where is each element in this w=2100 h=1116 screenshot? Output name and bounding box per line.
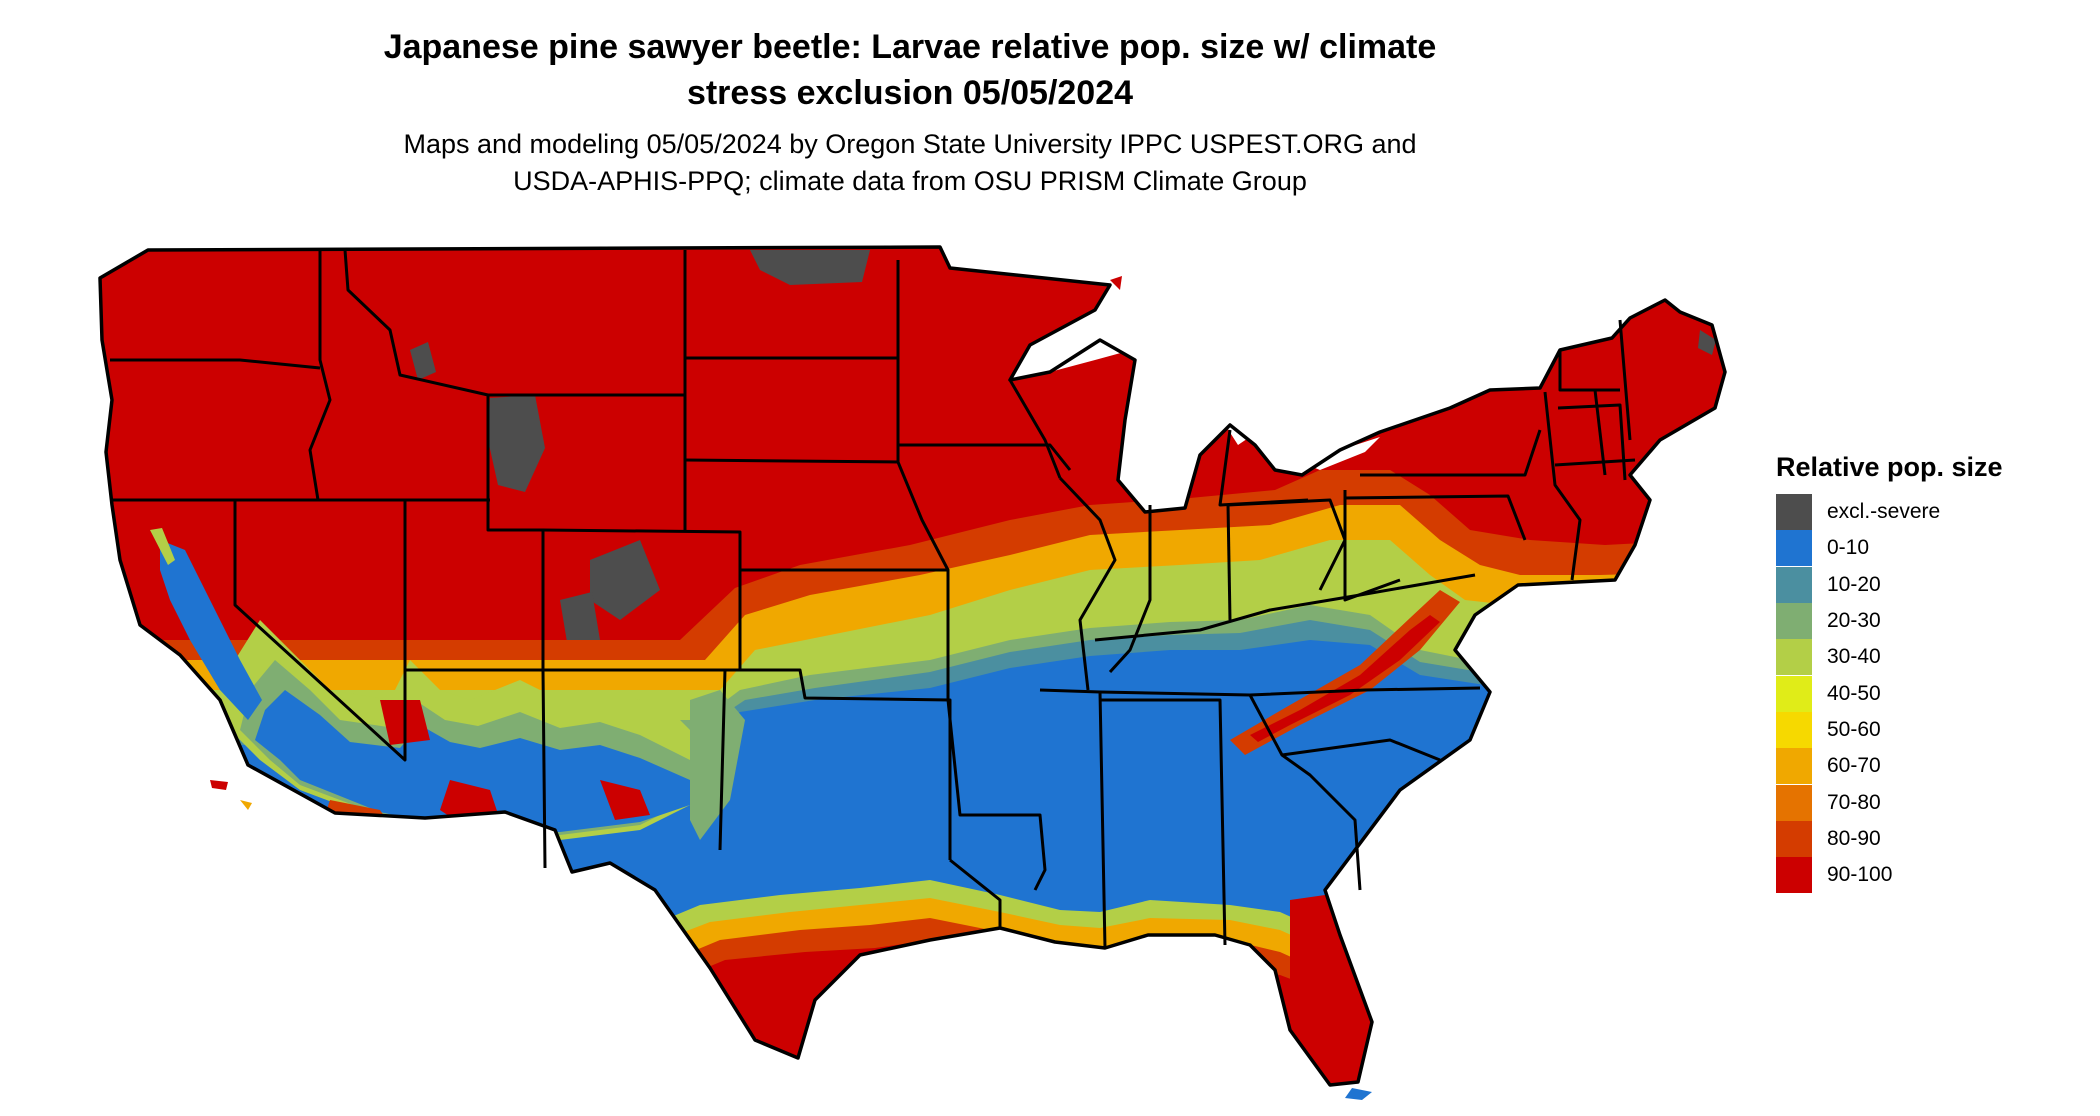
legend-label: 60-70 <box>1827 754 1881 778</box>
map-title: Japanese pine sawyer beetle: Larvae rela… <box>240 24 1580 116</box>
legend-label: excl.-severe <box>1827 500 1941 524</box>
legend-item: excl.-severe <box>1776 494 2076 531</box>
border-pa-wv <box>1343 490 1401 602</box>
border-ny-ct-ma <box>1557 403 1627 481</box>
border-ia-mn-wi <box>898 443 1072 471</box>
border-il-mo <box>1058 476 1117 691</box>
border-tx-la <box>949 858 1002 928</box>
border-ca-nv <box>233 500 407 762</box>
florida-band <box>1290 895 1372 1085</box>
legend-item: 10-20 <box>1776 566 2076 603</box>
legend-item: 50-60 <box>1776 711 2076 748</box>
title-line-2: stress exclusion 05/05/2024 <box>686 74 1134 112</box>
legend-swatch <box>1776 820 1812 857</box>
california-valley-edge <box>150 528 175 565</box>
border-wi-mn <box>1008 379 1062 479</box>
gulf-band-80-90 <box>600 918 1340 1085</box>
border-ar-la <box>946 699 1047 891</box>
southwest-band-0-10 <box>255 690 690 832</box>
title-line-1: Japanese pine sawyer beetle: Larvae rela… <box>383 28 1437 66</box>
border-sd-ne <box>684 458 899 464</box>
lake-michigan <box>1140 378 1178 505</box>
channel-island-1 <box>210 780 228 790</box>
legend-swatch <box>1776 711 1812 748</box>
channel-island-2 <box>240 800 252 810</box>
border-ny-nj <box>1543 391 1582 581</box>
legend-item: 70-80 <box>1776 784 2076 821</box>
legend-swatch <box>1776 748 1812 785</box>
isle-royale <box>1110 276 1122 290</box>
excluded-maine <box>1698 330 1716 355</box>
legend-swatch <box>1776 530 1812 567</box>
excluded-wyoming <box>488 395 545 492</box>
border-nh-me <box>1618 319 1632 441</box>
legend-label: 20-30 <box>1827 609 1881 633</box>
legend-item: 90-100 <box>1776 857 2076 894</box>
legend-label: 80-90 <box>1827 826 1881 850</box>
excluded-colorado-2 <box>560 592 600 648</box>
legend-item: 60-70 <box>1776 748 2076 785</box>
border-mn-ia-mo <box>896 260 950 571</box>
florida-keys <box>1345 1088 1372 1100</box>
border-ga-sc <box>1248 694 1362 891</box>
subtitle-line-2: USDA-APHIS-PPQ; climate data from OSU PR… <box>513 166 1307 196</box>
appalachian-ridge-core <box>1250 615 1440 742</box>
border-ma-ct <box>1554 458 1636 467</box>
legend-swatch <box>1776 494 1812 531</box>
legend-swatch <box>1776 857 1812 894</box>
border-mi-oh-in <box>1218 429 1309 507</box>
border-tn-south <box>1099 686 1481 697</box>
border-pa-md <box>1344 494 1527 541</box>
border-vt-nh <box>1593 389 1607 476</box>
sw-mottle-3 <box>600 780 650 820</box>
border-wa-id <box>308 250 332 501</box>
legend-item: 0-10 <box>1776 530 2076 567</box>
us-outline <box>98 245 1727 1087</box>
border-pa-ny <box>1360 429 1542 477</box>
border-id-mt <box>343 249 489 397</box>
excluded-idaho <box>410 342 436 380</box>
legend-label: 50-60 <box>1827 717 1881 741</box>
coastal-islands <box>210 276 1372 1100</box>
legend-title: Relative pop. size <box>1776 452 2003 482</box>
legend-swatch <box>1776 675 1812 712</box>
border-wy-co <box>542 528 742 670</box>
map-subtitle: Maps and modeling 05/05/2024 by Oregon S… <box>240 126 1580 200</box>
state-borders <box>98 245 1727 1087</box>
border-in-oh <box>1226 504 1232 621</box>
border-il-in <box>1108 505 1152 674</box>
legend-item: 80-90 <box>1776 820 2076 857</box>
excluded-colorado-1 <box>590 540 660 620</box>
legend-swatch <box>1776 566 1812 603</box>
legend-label: 90-100 <box>1827 863 1893 887</box>
california-valley-0-10 <box>160 540 262 720</box>
border-al-ga <box>1100 698 1227 946</box>
legend-label: 0-10 <box>1827 536 1870 560</box>
subtitle-line-1: Maps and modeling 05/05/2024 by Oregon S… <box>403 129 1417 159</box>
legend-item: 20-30 <box>1776 603 2076 640</box>
legend: Relative pop. size excl.-severe 0-10 10-20… <box>1776 450 2076 894</box>
legend-label: 10-20 <box>1827 572 1881 596</box>
legend-item: 40-50 <box>1776 675 2076 712</box>
legend-items: excl.-severe 0-10 10-20 20-30 30-40 40-50 50-6… <box>1776 494 2076 894</box>
legend-label: 30-40 <box>1827 645 1881 669</box>
legend-item: 30-40 <box>1776 639 2076 676</box>
border-ky-tn-va <box>1094 573 1476 642</box>
texas-panhandle-band <box>690 690 745 840</box>
border-vt-ny <box>1558 350 1620 392</box>
excluded-north-dakota <box>750 250 870 285</box>
appalachian-ridge <box>1230 590 1460 755</box>
legend-swatch <box>1776 784 1812 821</box>
legend-label: 40-50 <box>1827 681 1881 705</box>
border-nc-sc <box>1281 738 1441 762</box>
legend-swatch <box>1776 639 1812 676</box>
lake-huron <box>1222 370 1278 445</box>
border-wa-or <box>110 358 321 370</box>
legend-swatch <box>1776 603 1812 640</box>
legend-label: 70-80 <box>1827 790 1881 814</box>
